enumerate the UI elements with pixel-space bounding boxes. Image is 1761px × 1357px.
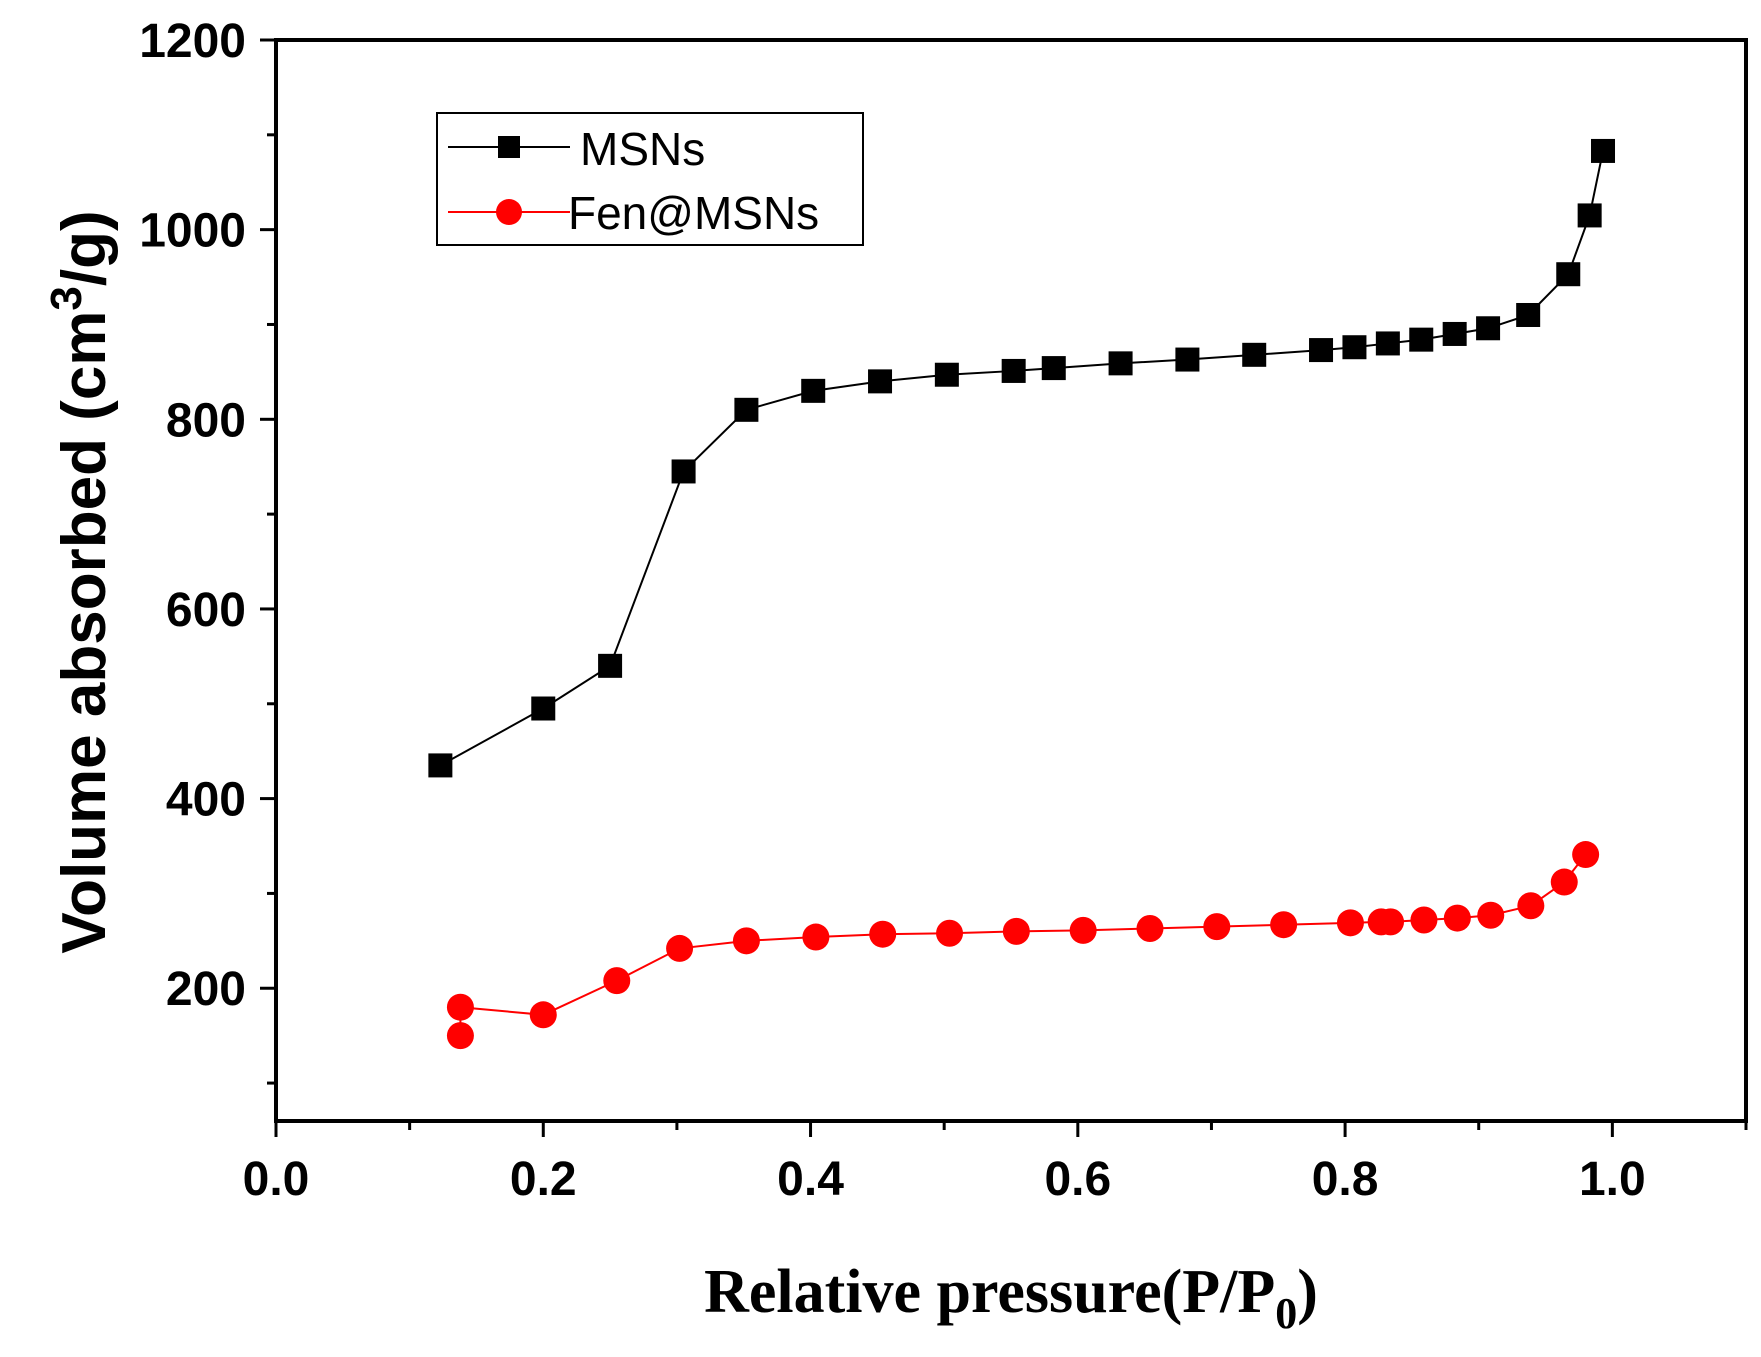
series-layer bbox=[428, 138, 1616, 1050]
data-point-fen-msns bbox=[603, 967, 631, 995]
series-fen-msns bbox=[446, 841, 1600, 1050]
legend-marker-fen-msns bbox=[496, 199, 522, 225]
data-point-fen-msns bbox=[666, 934, 694, 962]
data-point-fen-msns bbox=[936, 919, 964, 947]
data-point-msns bbox=[1175, 347, 1200, 372]
legend: MSNs Fen@MSNs bbox=[436, 112, 864, 246]
y-axis-ticks: 200 400 600 800 1000 1200 bbox=[139, 15, 276, 1085]
data-point-fen-msns bbox=[1377, 908, 1405, 936]
data-point-fen-msns bbox=[1477, 901, 1505, 929]
x-axis-label-close: ) bbox=[1297, 1258, 1318, 1326]
data-point-msns bbox=[1242, 342, 1267, 367]
x-tick-label: 0.8 bbox=[1312, 1153, 1379, 1206]
data-point-msns bbox=[1409, 327, 1434, 352]
data-point-fen-msns bbox=[1136, 915, 1164, 943]
data-point-msns bbox=[1342, 335, 1367, 360]
data-point-fen-msns bbox=[1517, 892, 1545, 920]
data-point-msns bbox=[801, 378, 826, 403]
data-point-msns bbox=[671, 459, 696, 484]
legend-label-fen-msns: Fen@MSNs bbox=[568, 187, 819, 239]
data-point-msns bbox=[1442, 321, 1467, 346]
y-tick-label: 1200 bbox=[139, 15, 246, 68]
data-point-fen-msns bbox=[1002, 917, 1030, 945]
x-axis-label-main: Relative pressure(P/P bbox=[704, 1258, 1275, 1326]
data-point-msns bbox=[531, 696, 556, 721]
data-point-fen-msns bbox=[529, 1001, 557, 1029]
data-point-fen-msns bbox=[1203, 913, 1231, 941]
y-axis-label-close: /g) bbox=[50, 210, 119, 286]
x-tick-label: 0.0 bbox=[243, 1153, 310, 1206]
data-point-fen-msns bbox=[1410, 906, 1438, 934]
data-point-fen-msns bbox=[869, 920, 897, 948]
data-point-fen-msns bbox=[1270, 911, 1298, 939]
data-point-msns bbox=[1309, 338, 1334, 363]
data-point-fen-msns bbox=[1550, 868, 1578, 896]
data-point-fen-msns bbox=[1336, 909, 1364, 937]
data-point-fen-msns bbox=[446, 993, 474, 1021]
data-point-msns bbox=[1556, 262, 1581, 287]
legend-marker-msns bbox=[498, 136, 520, 158]
x-axis-label-subscript: 0 bbox=[1275, 1289, 1297, 1338]
data-point-msns bbox=[428, 753, 453, 778]
data-point-msns bbox=[1108, 351, 1133, 376]
data-point-fen-msns bbox=[1572, 841, 1600, 869]
data-point-msns bbox=[1476, 316, 1501, 341]
data-point-msns bbox=[1516, 302, 1541, 327]
y-axis-label-superscript: 3 bbox=[42, 286, 91, 310]
x-axis-label: Relative pressure(P/P0) bbox=[704, 1258, 1318, 1338]
data-point-fen-msns bbox=[732, 927, 760, 955]
y-tick-label: 200 bbox=[166, 963, 246, 1016]
data-point-msns bbox=[734, 397, 759, 422]
y-tick-label: 1000 bbox=[139, 205, 246, 258]
y-axis-label-main: Volume absorbed (cm bbox=[50, 311, 119, 954]
plot-frame bbox=[274, 38, 1748, 1123]
x-tick-label: 0.6 bbox=[1044, 1153, 1111, 1206]
data-point-msns bbox=[1001, 358, 1026, 383]
series-line-fen-msns bbox=[459, 853, 1587, 1036]
y-tick-label: 600 bbox=[166, 584, 246, 637]
data-point-fen-msns bbox=[1069, 916, 1097, 944]
x-axis-ticks: 0.0 0.2 0.4 0.6 0.8 1.0 bbox=[243, 1121, 1748, 1206]
data-point-msns bbox=[1375, 331, 1400, 356]
data-point-fen-msns bbox=[446, 1022, 474, 1050]
x-tick-label: 0.4 bbox=[777, 1153, 844, 1206]
x-tick-label: 0.2 bbox=[510, 1153, 577, 1206]
legend-label-msns: MSNs bbox=[580, 123, 705, 175]
data-point-fen-msns bbox=[802, 923, 830, 951]
data-point-msns bbox=[934, 362, 959, 387]
data-point-msns bbox=[1591, 138, 1616, 163]
data-point-fen-msns bbox=[1443, 904, 1471, 932]
y-tick-label: 800 bbox=[166, 394, 246, 447]
data-point-msns bbox=[1041, 356, 1066, 381]
x-tick-label: 1.0 bbox=[1579, 1153, 1646, 1206]
y-tick-label: 400 bbox=[166, 774, 246, 827]
data-point-msns bbox=[868, 369, 893, 394]
data-point-msns bbox=[598, 653, 623, 678]
y-axis-label: Volume absorbed (cm3/g) bbox=[42, 210, 119, 953]
series-msns bbox=[428, 138, 1616, 778]
data-point-msns bbox=[1577, 203, 1602, 228]
